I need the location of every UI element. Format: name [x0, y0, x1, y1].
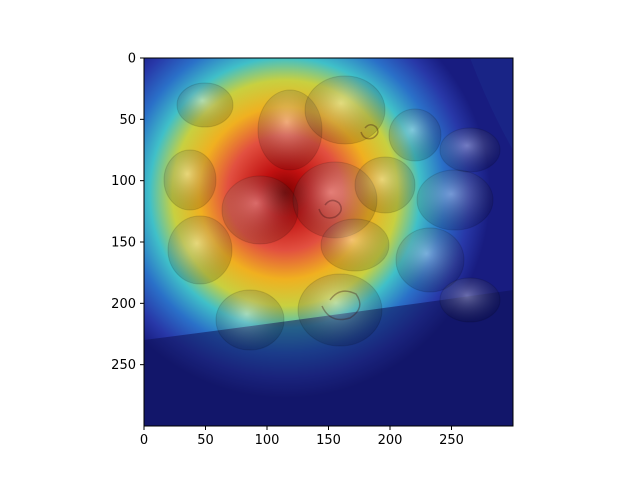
y-axis: 0 50 100 150 200 250 [111, 52, 144, 373]
x-tick-label: 150 [316, 433, 341, 448]
y-tick-label: 250 [111, 358, 136, 373]
y-tick-label: 50 [119, 113, 136, 128]
y-tick-label: 100 [111, 174, 136, 189]
y-tick-label: 150 [111, 236, 136, 251]
x-tick-label: 200 [378, 433, 403, 448]
x-tick-label: 250 [439, 433, 464, 448]
x-tick-label: 100 [255, 433, 280, 448]
y-tick-label: 200 [111, 297, 136, 312]
x-tick-label: 0 [140, 433, 148, 448]
x-tick-label: 50 [197, 433, 214, 448]
shell-shapes [163, 75, 501, 351]
dark-right-region [470, 58, 513, 150]
y-tick-label: 0 [128, 52, 136, 67]
heatmap-image [144, 58, 513, 426]
x-axis: 0 50 100 150 200 250 [140, 426, 464, 448]
shell-spirals [318, 124, 379, 321]
dark-lower-region [144, 290, 513, 426]
